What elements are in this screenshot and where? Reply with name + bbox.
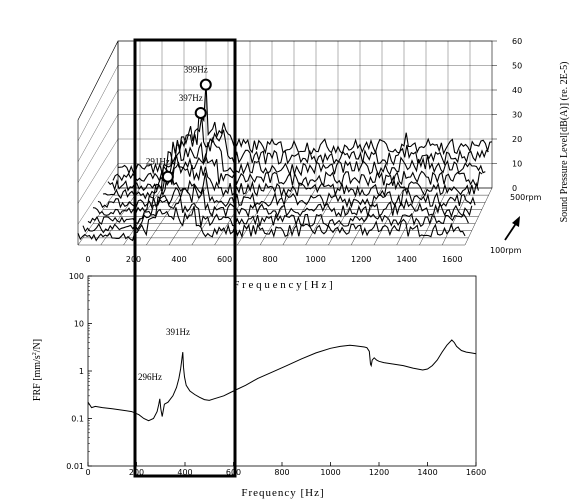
peak-label: 291Hz (146, 157, 170, 167)
z-tick-label: 50 (512, 62, 522, 71)
z-tick-label: 0 (512, 184, 517, 193)
frf-y-tick-label: 100 (69, 272, 84, 281)
x-tick-label: 1600 (442, 255, 462, 264)
peak-label: 399Hz (184, 65, 208, 75)
peak-label: 397Hz (179, 93, 203, 103)
peak-marker-circle (161, 170, 174, 183)
peak-marker-circle (199, 78, 212, 91)
spectrum-line (117, 82, 493, 175)
highlight-box (133, 38, 237, 478)
frf-ticks: 0 200 400 600 800 1000 1200 1400 16001001010.10.… (66, 272, 486, 477)
rpm-direction-arrow (504, 216, 520, 241)
x-tick-label: 400 (171, 255, 186, 264)
frf-annotation-296hz: 296Hz (138, 372, 162, 382)
waterfall-back-wall (77, 40, 497, 245)
frf-x-tick-label: 1400 (417, 468, 437, 477)
frf-y-tick-label: 10 (74, 320, 84, 329)
x-tick-label: 1400 (397, 255, 417, 264)
side-wall-grid-line (77, 40, 119, 121)
waterfall-x-axis-label: F r e q u e n c y [ H z ] (233, 279, 333, 291)
x-tick-label: 1200 (351, 255, 371, 264)
x-tick-label: 0 (85, 255, 90, 264)
frf-annotation-391hz: 391Hz (166, 327, 190, 337)
side-wall-frame (77, 40, 119, 245)
frf-x-tick-label: 800 (274, 468, 289, 477)
z-tick-label: 20 (512, 135, 522, 144)
side-wall-grid-line (77, 65, 119, 141)
spectrum-line (82, 196, 469, 234)
spectrum-line (87, 184, 473, 225)
frf-y-axis-label: FRF [mm/s2/N] (32, 339, 43, 401)
waterfall-peak-markers: 291Hz 397Hz 399Hz (146, 65, 212, 183)
side-wall-grid-line (77, 114, 119, 183)
peak-marker-circle (194, 106, 207, 119)
x-tick-label: 600 (217, 255, 232, 264)
x-tick-label: 1000 (305, 255, 325, 264)
spectrum-line (112, 110, 489, 183)
frf-x-tick-label: 1200 (369, 468, 389, 477)
frf-x-tick-label: 1000 (320, 468, 340, 477)
side-wall-grid-line (77, 163, 119, 225)
z-tick-label: 10 (512, 160, 522, 169)
frf-x-axis-label: Frequency [Hz] (241, 487, 324, 499)
frf-y-tick-label: 0.01 (66, 462, 84, 471)
depth-label-100rpm: 100rpm (490, 246, 522, 255)
x-tick-label: 800 (262, 255, 277, 264)
z-tick-label: 60 (512, 37, 522, 46)
side-wall-grid-line (77, 89, 119, 162)
z-tick-label: 30 (512, 111, 522, 120)
frf-plot-frame (87, 275, 477, 467)
waterfall-spectra (77, 82, 493, 242)
waterfall-z-tick-labels: 0 10 20 30 40 50 60 (512, 37, 522, 193)
depth-label-500rpm: 500rpm (510, 193, 542, 202)
frf-y-tick-label: 0.1 (71, 415, 84, 424)
frf-chart: 0 200 400 600 800 1000 1200 1400 16001001010.10.… (32, 272, 486, 499)
frf-y-tick-label: 1 (79, 367, 84, 376)
waterfall-z-axis-label: Sound Pressure Level[dB(A)] (re. 2E-5) (559, 62, 570, 223)
z-tick-label: 40 (512, 86, 522, 95)
spectrum-line (77, 206, 466, 242)
frf-series-line (87, 339, 477, 422)
side-wall-grid-line (77, 138, 119, 204)
waterfall-x-tick-labels: 0 200 400 600 800 1000 1200 1400 1600 (85, 255, 462, 264)
frf-x-tick-label: 0 (85, 468, 90, 477)
frf-x-tick-label: 400 (177, 468, 192, 477)
spectrum-line (92, 172, 476, 216)
frf-x-tick-label: 1600 (466, 468, 486, 477)
